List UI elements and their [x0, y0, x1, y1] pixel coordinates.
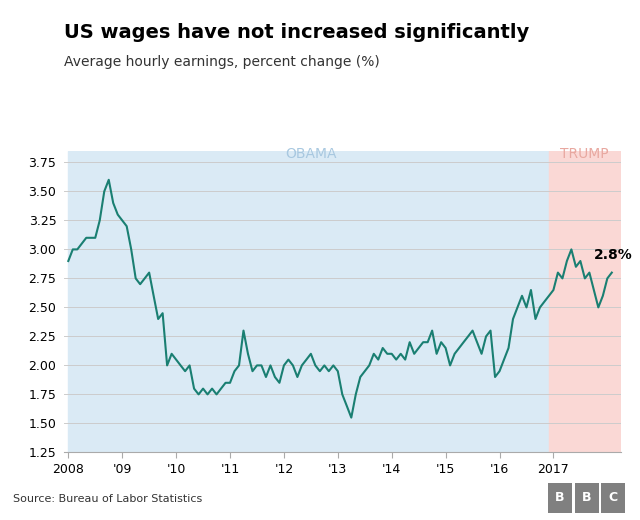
Text: OBAMA: OBAMA: [285, 147, 337, 161]
Text: C: C: [609, 491, 618, 504]
Text: B: B: [582, 491, 591, 504]
Bar: [549, 151, 621, 452]
Text: Source: Bureau of Labor Statistics: Source: Bureau of Labor Statistics: [13, 494, 202, 504]
Text: B: B: [556, 491, 564, 504]
Text: 2.8%: 2.8%: [594, 248, 632, 262]
Text: US wages have not increased significantly: US wages have not increased significantl…: [64, 23, 529, 43]
Bar: [548, 483, 572, 513]
Text: Average hourly earnings, percent change (%): Average hourly earnings, percent change …: [64, 55, 380, 69]
Bar: [68, 151, 549, 452]
Bar: [575, 483, 598, 513]
Text: TRUMP: TRUMP: [561, 147, 609, 161]
Bar: [602, 483, 625, 513]
